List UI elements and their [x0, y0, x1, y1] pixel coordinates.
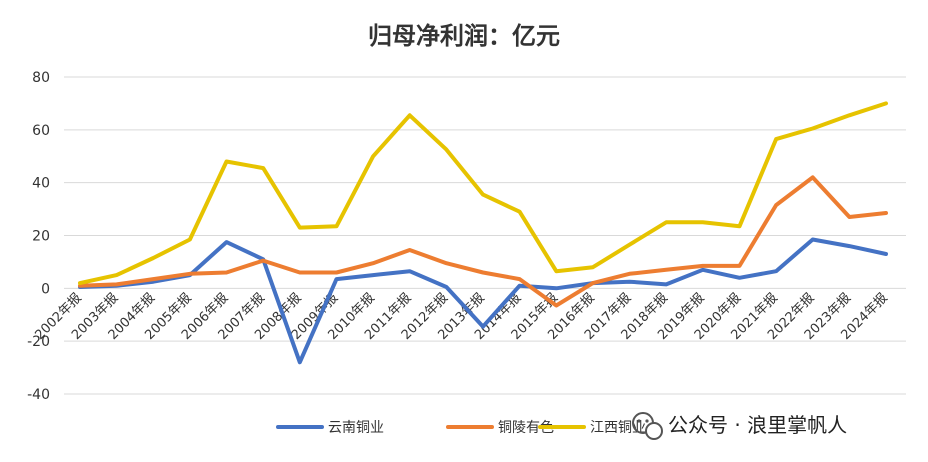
- series-2-point: [481, 270, 485, 274]
- series-1-point: [737, 276, 741, 280]
- y-tick-label: -20: [27, 334, 50, 350]
- series-1-point: [884, 252, 888, 256]
- series-3-point: [737, 224, 741, 228]
- watermark-text: 公众号 · 浪里掌帆人: [668, 413, 847, 437]
- legend: 云南铜业 铜陵有色 江西铜业: [276, 419, 646, 436]
- series-3-point: [78, 281, 82, 285]
- series-2-point: [884, 211, 888, 215]
- series-1-point: [701, 268, 705, 272]
- legend-label: 云南铜业: [328, 420, 384, 436]
- wechat-icon: [632, 412, 663, 440]
- series-1-point: [298, 360, 302, 364]
- series-3-point: [628, 243, 632, 247]
- series-3-point: [518, 210, 522, 214]
- series-2-point: [408, 248, 412, 252]
- series-3-point: [188, 237, 192, 241]
- series-line-2: [78, 175, 888, 308]
- series-1-point: [664, 282, 668, 286]
- series-2-point: [811, 175, 815, 179]
- series-3-point: [774, 137, 778, 141]
- series-3-point: [151, 256, 155, 260]
- series-3-point: [115, 273, 119, 277]
- series-1-point: [225, 240, 229, 244]
- series-2-point: [371, 261, 375, 265]
- series-1-point: [774, 269, 778, 273]
- series-2-point: [115, 282, 119, 286]
- series-3-point: [408, 113, 412, 117]
- series-3-point: [554, 269, 558, 273]
- series-2-point: [628, 272, 632, 276]
- series-2-point: [334, 270, 338, 274]
- series-2-point: [151, 277, 155, 281]
- series-3-point: [884, 101, 888, 105]
- series-3-point: [298, 226, 302, 230]
- series-1-point: [481, 325, 485, 329]
- y-tick-label: 20: [32, 229, 50, 245]
- legend-label: 江西铜业: [590, 420, 646, 436]
- watermark: 公众号 · 浪里掌帆人: [632, 412, 847, 440]
- series-2-point: [261, 259, 265, 263]
- series-3-point: [371, 154, 375, 158]
- series-3-point: [664, 220, 668, 224]
- series-1-point: [811, 237, 815, 241]
- y-tick-label: 80: [32, 70, 50, 86]
- y-tick-label: 60: [32, 123, 50, 139]
- series-2-point: [774, 203, 778, 207]
- series-3-point: [261, 166, 265, 170]
- series-3-point: [225, 160, 229, 164]
- series-1-point: [847, 244, 851, 248]
- y-tick-label: 0: [41, 281, 50, 297]
- series-2-point: [847, 215, 851, 219]
- series-2-point: [188, 272, 192, 276]
- series-line-3: [78, 101, 888, 286]
- series-2-point: [518, 277, 522, 281]
- series-3-point: [444, 148, 448, 152]
- series-3-point: [591, 265, 595, 269]
- series-2-point: [591, 281, 595, 285]
- y-tick-label: -40: [27, 387, 50, 403]
- series-2-point: [737, 264, 741, 268]
- series-1-point: [554, 286, 558, 290]
- series-2-point: [444, 261, 448, 265]
- series-3-point: [481, 193, 485, 197]
- series-1-point: [408, 269, 412, 273]
- gridlines: [64, 76, 906, 395]
- series-3-point: [847, 113, 851, 117]
- chart-title: 归母净利润：亿元: [368, 21, 560, 50]
- series-1-point: [518, 284, 522, 288]
- legend-label: 铜陵有色: [498, 419, 554, 436]
- series-2-point: [701, 264, 705, 268]
- series-group: [78, 101, 888, 365]
- x-axis-ticks: 2002年报2003年报2004年报2005年报2006年报2007年报2008…: [32, 291, 890, 343]
- series-2-point: [664, 268, 668, 272]
- y-axis-ticks: 80 60 40 20 0 -20 -40: [27, 70, 50, 403]
- series-2-point: [225, 270, 229, 274]
- y-tick-label: 40: [32, 176, 50, 192]
- series-3-point: [811, 127, 815, 131]
- series-1-point: [628, 280, 632, 284]
- series-3-point: [701, 220, 705, 224]
- series-line-1: [78, 237, 888, 365]
- series-1-point: [334, 277, 338, 281]
- series-3-point: [334, 224, 338, 228]
- series-2-point: [554, 304, 558, 308]
- series-1-point: [444, 285, 448, 289]
- series-1-point: [371, 273, 375, 277]
- series-2-point: [298, 270, 302, 274]
